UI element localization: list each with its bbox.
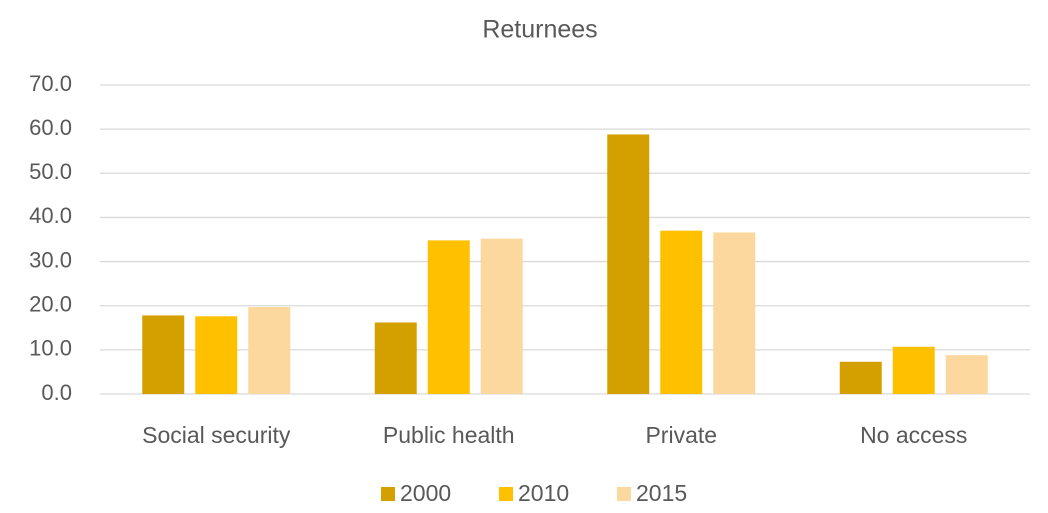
bar — [427, 240, 470, 394]
y-tick-label: 70.0 — [29, 71, 72, 96]
legend-label: 2010 — [518, 480, 569, 506]
bar — [248, 307, 291, 394]
y-tick-label: 50.0 — [29, 159, 72, 184]
chart-title: Returnees — [482, 16, 597, 44]
legend-swatch — [381, 487, 395, 501]
bar — [195, 316, 238, 394]
legend-swatch — [499, 487, 513, 501]
bar — [839, 361, 882, 394]
legend-swatch — [617, 487, 631, 501]
bar — [660, 230, 703, 394]
bar — [142, 315, 185, 394]
x-tick-label: Public health — [383, 422, 515, 448]
bar — [607, 134, 650, 394]
y-tick-label: 0.0 — [41, 380, 72, 405]
bar — [480, 238, 523, 394]
x-tick-label: Social security — [142, 422, 291, 448]
legend-label: 2000 — [400, 480, 451, 506]
y-tick-label: 10.0 — [29, 336, 72, 361]
legend-label: 2015 — [636, 480, 687, 506]
y-tick-label: 40.0 — [29, 203, 72, 228]
x-tick-label: No access — [860, 422, 967, 448]
y-tick-label: 30.0 — [29, 247, 72, 272]
bar — [374, 322, 417, 394]
y-tick-label: 60.0 — [29, 115, 72, 140]
y-tick-label: 20.0 — [29, 292, 72, 317]
bar — [945, 355, 988, 394]
bar — [713, 232, 756, 394]
x-tick-label: Private — [645, 422, 717, 448]
bar — [892, 346, 935, 394]
